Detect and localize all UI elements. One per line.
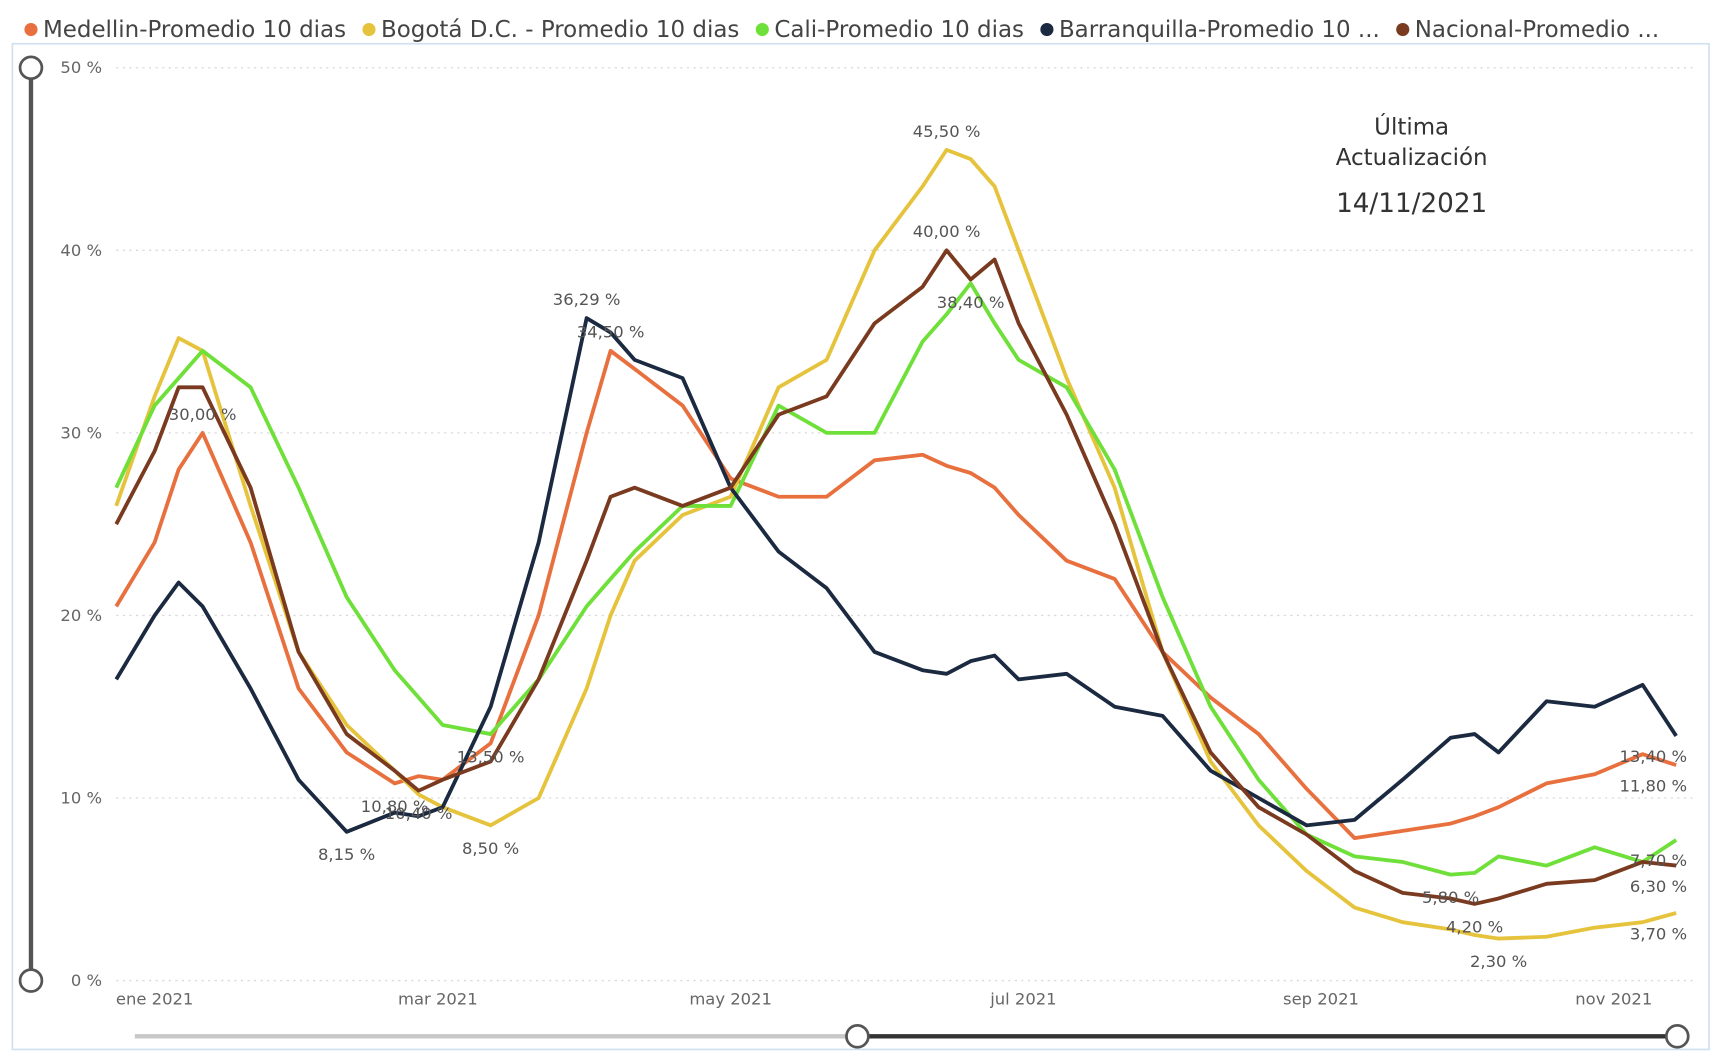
data-label: 2,30 % [1470,952,1527,971]
data-label: 4,20 % [1446,917,1503,936]
series-line [114,281,1678,877]
y-tick-label: 50 % [60,58,102,77]
data-label: 8,50 % [462,839,519,858]
data-label: 13,50 % [457,748,525,767]
data-label: 5,80 % [1422,888,1479,907]
data-label: 38,40 % [937,293,1005,312]
data-label: 7,70 % [1630,851,1687,870]
legend-label: Barranquilla-Promedio 10 ... [1059,17,1380,43]
annotation: 14/11/2021 [1336,189,1487,219]
legend-label: Cali-Promedio 10 dias [774,17,1024,43]
annotation: Actualización [1336,145,1488,171]
x-slider-handle[interactable] [845,1024,870,1049]
series-line [114,248,1677,906]
data-label: 10,80 % [361,797,429,816]
data-label: 10,40 % [385,804,453,823]
y-tick-label: 20 % [60,606,102,625]
y-tick-label: 0 % [71,971,102,990]
y-tick-label: 10 % [60,788,102,807]
data-label: 36,29 % [553,290,621,309]
data-label: 30,00 % [169,405,237,424]
series-line [114,316,1678,834]
series-line [114,147,1677,941]
y-slider-handle[interactable] [18,968,44,993]
legend-marker [24,22,38,37]
data-label: 11,80 % [1619,776,1687,795]
x-tick-label: ene 2021 [116,990,193,1009]
legend-label: Bogotá D.C. - Promedio 10 dias [381,17,739,43]
x-tick-label: sep 2021 [1283,990,1359,1009]
y-slider-handle[interactable] [18,55,44,81]
x-tick-label: nov 2021 [1575,990,1652,1009]
y-tick-label: 30 % [60,423,102,442]
legend-label: Medellin-Promedio 10 dias [43,17,346,43]
y-tick-label: 40 % [60,241,102,260]
legend-marker [1040,22,1054,37]
data-label: 40,00 % [913,222,981,241]
annotation: Última [1374,112,1449,140]
series-line [114,348,1677,841]
data-label: 8,15 % [318,845,375,864]
legend-marker [755,22,769,37]
data-label: 34,50 % [577,323,645,342]
legend-marker [1396,22,1410,37]
legend-label: Nacional-Promedio ... [1415,17,1659,43]
x-tick-label: jul 2021 [989,990,1056,1009]
x-tick-label: mar 2021 [398,990,478,1009]
data-label: 45,50 % [913,122,981,141]
data-label: 13,40 % [1619,747,1687,766]
data-label: 6,30 % [1630,877,1687,896]
x-slider-handle[interactable] [1664,1024,1690,1049]
data-label: 3,70 % [1630,924,1687,943]
legend-marker [362,22,376,37]
frame [11,42,1710,1051]
x-tick-label: may 2021 [689,990,772,1009]
